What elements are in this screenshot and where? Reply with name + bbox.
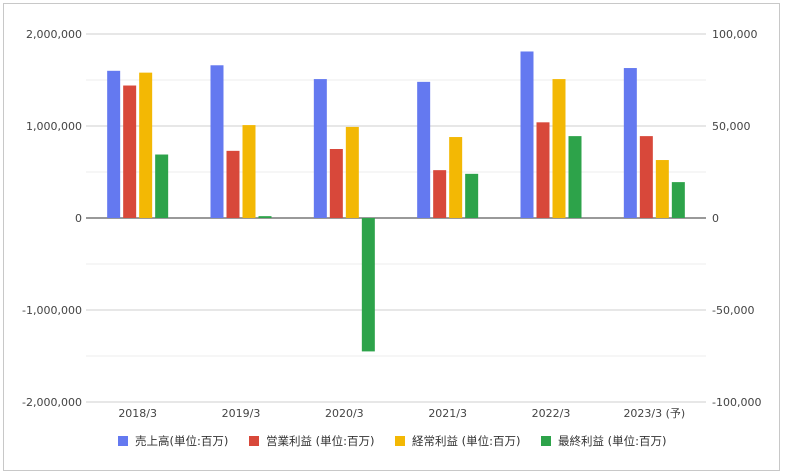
- x-tick-label: 2021/3: [428, 407, 467, 420]
- legend-swatch: [249, 436, 259, 446]
- bar: [552, 79, 566, 218]
- y-right-tick-label: -100,000: [712, 396, 761, 409]
- y-right-tick-label: -50,000: [712, 304, 754, 317]
- y-left-tick-label: -1,000,000: [22, 304, 82, 317]
- bar: [520, 51, 534, 219]
- legend-label: 営業利益 (単位:百万): [266, 434, 375, 448]
- bar: [226, 150, 240, 218]
- x-tick-label: 2019/3: [222, 407, 261, 420]
- bar: [671, 182, 685, 218]
- bar: [536, 122, 550, 218]
- y-right-tick-label: 100,000: [712, 28, 758, 41]
- bar: [155, 154, 169, 218]
- bar: [123, 85, 137, 219]
- legend-label: 最終利益 (単位:百万): [558, 434, 667, 448]
- bar: [107, 70, 121, 218]
- y-right-tick-label: 0: [712, 212, 719, 225]
- bar: [361, 218, 375, 352]
- legend-swatch: [395, 436, 405, 446]
- y-left-tick-label: -2,000,000: [22, 396, 82, 409]
- bar: [329, 149, 343, 218]
- bar: [313, 79, 327, 218]
- x-tick-label: 2020/3: [325, 407, 364, 420]
- bar: [139, 72, 153, 218]
- y-left-tick-label: 1,000,000: [26, 120, 82, 133]
- bar: [465, 173, 479, 218]
- y-right-tick-label: 50,000: [712, 120, 751, 133]
- bar: [210, 65, 224, 218]
- x-tick-label: 2022/3: [532, 407, 571, 420]
- y-left-tick-label: 2,000,000: [26, 28, 82, 41]
- x-tick-label: 2018/3: [118, 407, 157, 420]
- bar: [258, 216, 272, 218]
- bar: [655, 160, 669, 218]
- bar: [242, 125, 256, 218]
- chart-frame: 2,000,000 1,000,000 0 -1,000,000 -2,000,000 1…: [3, 3, 780, 471]
- bar: [568, 136, 582, 218]
- legend-label: 経常利益 (単位:百万): [412, 434, 521, 448]
- chart-svg: 2,000,000 1,000,000 0 -1,000,000 -2,000,000 1…: [22, 28, 761, 448]
- legend-label: 売上高(単位:百万): [135, 434, 228, 448]
- bar: [417, 81, 431, 218]
- legend-swatch: [541, 436, 551, 446]
- bar: [433, 170, 447, 218]
- bar: [449, 137, 463, 218]
- y-left-tick-label: 0: [75, 212, 82, 225]
- bar: [345, 126, 359, 218]
- bar: [639, 136, 653, 218]
- bar: [623, 68, 637, 218]
- legend-swatch: [118, 436, 128, 446]
- x-tick-label: 2023/3 (予): [623, 407, 685, 420]
